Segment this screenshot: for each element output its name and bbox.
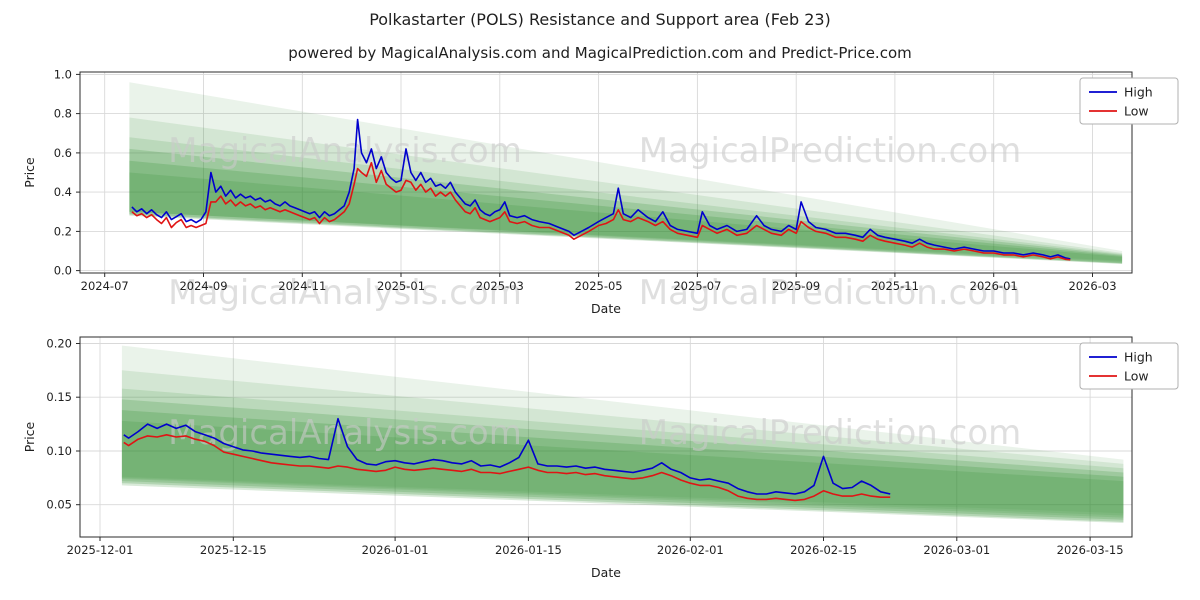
x-tick-label: 2024-11	[278, 279, 326, 293]
x-tick-label: 2026-01-01	[362, 543, 429, 557]
chart-subtitle: powered by MagicalAnalysis.com and Magic…	[288, 44, 912, 62]
high-line	[131, 118, 1071, 260]
legend-label: Low	[1124, 369, 1149, 384]
x-tick-label: 2024-09	[179, 279, 227, 293]
x-tick-label: 2025-03	[476, 279, 524, 293]
x-tick-label: 2026-03-01	[923, 543, 990, 557]
x-tick-label: 2026-03-15	[1057, 543, 1124, 557]
x-tick-label: 2024-07	[81, 279, 129, 293]
y-tick-label: 0.6	[54, 146, 72, 160]
watermark-text: MagicalAnalysis.com	[168, 413, 522, 453]
x-axis-label: Date	[591, 565, 621, 580]
legend-label: Low	[1124, 104, 1149, 119]
x-tick-label: 2026-03	[1068, 279, 1116, 293]
x-tick-label: 2025-12-01	[67, 543, 134, 557]
x-tick-label: 2026-01	[970, 279, 1018, 293]
legend-label: High	[1124, 85, 1153, 100]
x-tick-label: 2026-01-15	[495, 543, 562, 557]
legend: High Low	[1079, 342, 1179, 390]
x-tick-label: 2026-02-01	[657, 543, 724, 557]
low-line	[123, 434, 891, 502]
y-tick-label: 0.15	[46, 390, 72, 404]
chart-title: Polkastarter (POLS) Resistance and Suppo…	[369, 10, 831, 29]
plot-border	[79, 71, 1133, 274]
y-axis-label: Price	[22, 421, 37, 452]
y-axis-label: Price	[22, 157, 37, 188]
watermark-text: MagicalAnalysis.com	[168, 273, 522, 313]
y-tick-label: 0.0	[54, 264, 72, 278]
x-tick-label: 2025-07	[673, 279, 721, 293]
y-tick-label: 0.20	[46, 337, 72, 351]
price-series	[123, 417, 891, 502]
top-price-chart: MagicalAnalysis.com MagicalPrediction.com…	[22, 67, 1179, 316]
y-tick-label: 0.10	[46, 444, 72, 458]
legend-label: High	[1124, 350, 1153, 365]
watermark-text: MagicalPrediction.com	[639, 131, 1022, 171]
x-tick-label: 2025-01	[377, 279, 425, 293]
watermark-text: MagicalPrediction.com	[639, 273, 1022, 313]
watermark-text: MagicalAnalysis.com	[168, 131, 522, 171]
y-tick-label: 0.05	[46, 498, 72, 512]
watermarks: MagicalAnalysis.com MagicalPrediction.com…	[168, 131, 1021, 313]
low-line	[131, 161, 1071, 261]
y-tick-label: 0.4	[54, 185, 72, 199]
x-tick-label: 2025-11	[871, 279, 919, 293]
watermark-text: MagicalPrediction.com	[639, 413, 1022, 453]
plot-border	[79, 336, 1133, 538]
y-tick-label: 0.2	[54, 224, 72, 238]
watermarks: MagicalAnalysis.com MagicalPrediction.com	[168, 413, 1021, 453]
legend: High Low	[1079, 77, 1179, 125]
x-tick-label: 2025-12-15	[200, 543, 267, 557]
bottom-price-chart: MagicalAnalysis.com MagicalPrediction.com…	[22, 336, 1179, 580]
axes: 2025-12-01 2025-12-15 2026-01-01 2026-01-15…	[22, 336, 1133, 580]
x-tick-label: 2025-05	[575, 279, 623, 293]
axes: 2024-07 2024-09 2024-11 2025-01 2025-03 2025-…	[22, 67, 1133, 316]
x-tick-label: 2025-09	[772, 279, 820, 293]
x-tick-label: 2026-02-15	[790, 543, 857, 557]
price-series	[131, 118, 1071, 261]
high-line	[123, 417, 891, 495]
y-tick-label: 1.0	[54, 67, 72, 81]
y-tick-label: 0.8	[54, 107, 72, 121]
support-resistance-bands	[129, 82, 1123, 264]
x-axis-label: Date	[591, 301, 621, 316]
